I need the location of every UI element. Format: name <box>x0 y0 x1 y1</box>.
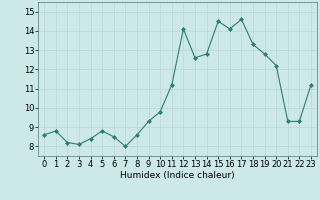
X-axis label: Humidex (Indice chaleur): Humidex (Indice chaleur) <box>120 171 235 180</box>
